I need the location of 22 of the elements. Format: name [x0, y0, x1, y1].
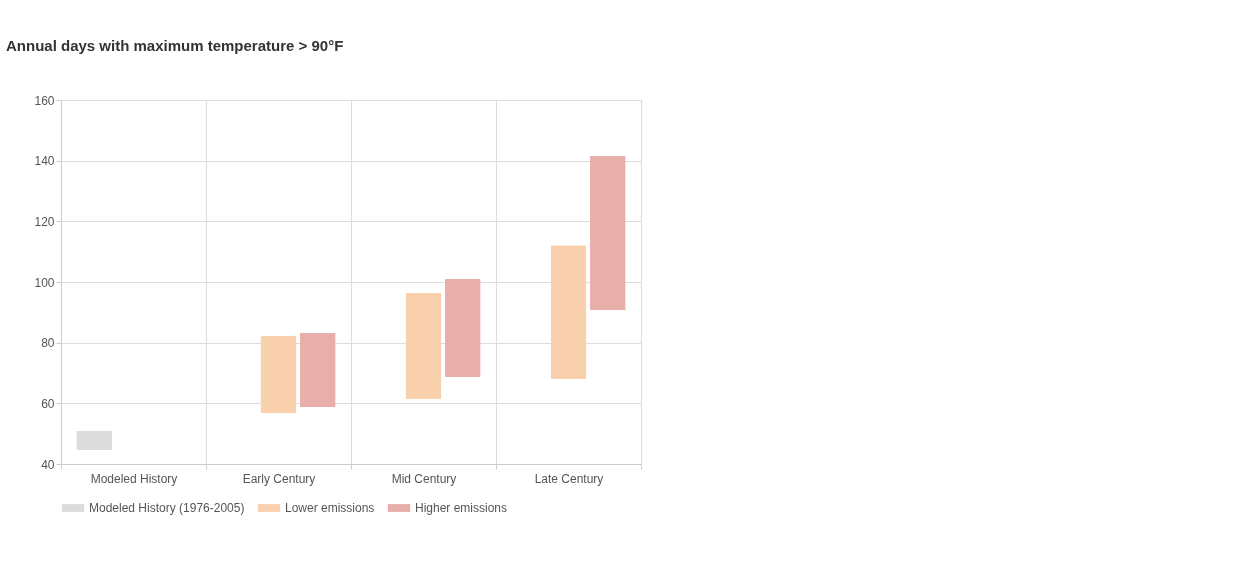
y-tick-label: 160 — [34, 93, 55, 108]
chart-title: Annual days with maximum temperature > 90°F — [5, 37, 344, 54]
x-tick-label: Modeled History — [90, 471, 178, 486]
bar — [260, 335, 297, 414]
y-tick-label: 40 — [41, 457, 55, 472]
bar — [76, 430, 112, 451]
bar — [445, 278, 481, 377]
legend-label: Lower emissions — [285, 501, 375, 515]
y-tick-label: 60 — [41, 396, 55, 411]
x-tick-label: Mid Century — [391, 471, 457, 486]
legend-label: Higher emissions — [415, 501, 508, 515]
bar — [405, 292, 442, 400]
y-tick-label: 80 — [41, 336, 55, 351]
bar — [300, 332, 336, 407]
y-tick-label: 100 — [34, 275, 55, 290]
x-tick-label: Late Century — [534, 471, 604, 486]
x-tick-label: Early Century — [242, 471, 316, 486]
y-tick-label: 140 — [34, 154, 55, 169]
bar — [550, 245, 587, 380]
legend-label: Modeled History (1976-2005) — [89, 501, 245, 515]
bar — [590, 156, 626, 310]
y-tick-label: 120 — [34, 214, 55, 229]
